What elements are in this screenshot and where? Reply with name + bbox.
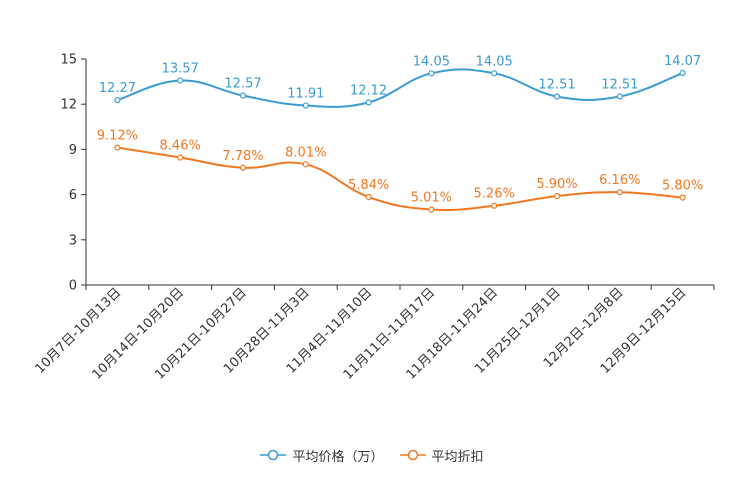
data-point[interactable] [239, 92, 247, 99]
data-label: 6.16% [599, 173, 640, 188]
series-lines [114, 68, 686, 213]
data-point[interactable] [365, 193, 372, 201]
data-label: 5.01% [411, 191, 452, 206]
series-line-avg-discount [117, 146, 683, 212]
data-label: 5.26% [474, 187, 515, 202]
legend: 平均价格（万） 平均折扣 [0, 444, 744, 466]
data-label: 7.78% [222, 149, 263, 164]
data-point[interactable] [428, 206, 435, 213]
data-label: 12.27 [99, 81, 136, 96]
legend-item-avg-discount[interactable]: 平均折扣 [399, 446, 484, 465]
data-point[interactable] [302, 102, 309, 109]
y-tick-label: 3 [69, 233, 77, 248]
y-tick-label: 0 [69, 279, 77, 294]
data-point[interactable] [302, 161, 309, 168]
legend-label-avg-price: 平均价格（万） [292, 449, 384, 465]
data-label: 14.07 [664, 54, 701, 69]
legend-line-circle-icon [399, 449, 426, 461]
data-point[interactable] [177, 77, 184, 84]
data-label: 5.90% [536, 177, 577, 192]
data-label: 12.57 [224, 77, 261, 92]
data-point[interactable] [553, 193, 561, 200]
data-label: 12.12 [350, 83, 387, 98]
data-label: 5.80% [662, 179, 703, 194]
data-labels: 12.27 13.57 12.57 11.91 12.12 14.05 14.05 12.51… [97, 54, 704, 206]
data-point[interactable] [491, 70, 498, 77]
legend-label-avg-discount: 平均折扣 [431, 449, 484, 465]
data-label: 9.12% [97, 129, 138, 144]
data-point[interactable] [616, 189, 623, 196]
data-label: 8.01% [285, 145, 326, 160]
y-tick-label: 9 [69, 143, 77, 158]
legend-line-circle-icon [260, 449, 287, 461]
data-label: 11.91 [287, 87, 324, 102]
data-label: 5.84% [348, 178, 389, 193]
data-point[interactable] [491, 202, 498, 209]
data-point[interactable] [679, 69, 686, 77]
data-point[interactable] [616, 93, 623, 100]
y-tick-label: 15 [60, 53, 77, 68]
data-point[interactable] [428, 70, 435, 77]
data-point[interactable] [239, 164, 247, 171]
data-label: 8.46% [160, 139, 201, 154]
data-point[interactable] [177, 154, 184, 161]
y-axis: 0 3 6 9 12 15 [60, 53, 87, 294]
legend-item-avg-price[interactable]: 平均价格（万） [260, 446, 384, 465]
data-label: 12.51 [538, 78, 575, 93]
x-axis: 10月7日-10月13日10月14日-10月20日10月21日-10月27日10… [33, 284, 715, 383]
data-label: 13.57 [162, 62, 199, 77]
series-line-avg-price [117, 68, 683, 108]
data-label: 14.05 [476, 54, 513, 69]
data-point[interactable] [365, 99, 372, 106]
y-tick-label: 6 [69, 188, 77, 203]
data-label: 14.05 [413, 54, 450, 69]
data-point[interactable] [114, 97, 121, 104]
data-label: 12.51 [601, 78, 638, 93]
data-point[interactable] [553, 93, 561, 100]
data-point[interactable] [114, 144, 121, 151]
y-tick-label: 12 [60, 98, 77, 113]
data-point[interactable] [679, 194, 686, 201]
